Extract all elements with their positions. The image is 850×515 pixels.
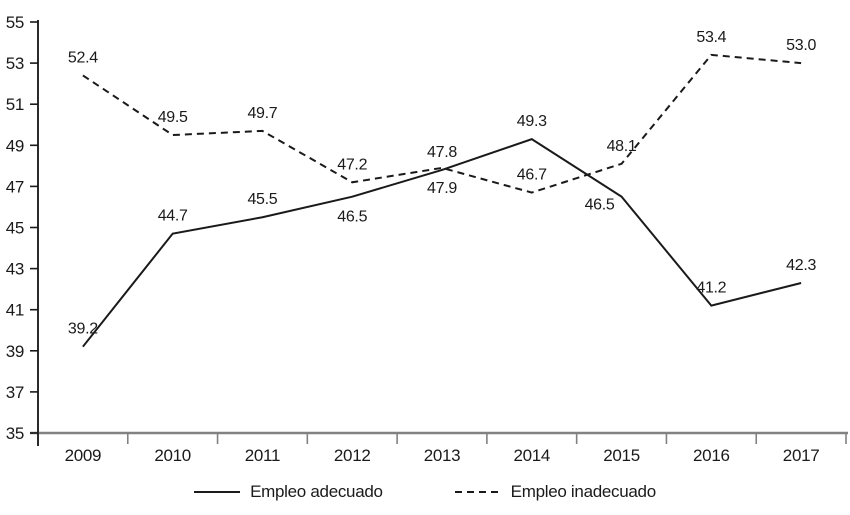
legend-item-empleo-adecuado: Empleo adecuado [194,482,383,502]
solid-line-sample-icon [194,490,241,493]
data-point-label: 46.7 [517,167,547,184]
chart-canvas: 55 53 51 49 47 45 43 41 39 37 35 2009 2010 2011 2012 20… [6,13,848,465]
dashed-line-sample-icon [454,490,501,493]
data-point-label: 53.0 [786,37,816,54]
x-tick-label: 2010 [154,446,191,465]
y-tick-label: 35 [6,424,24,443]
data-point-label: 46.5 [585,197,615,214]
y-tick-label: 51 [6,95,24,114]
y-tick-label: 53 [6,54,24,73]
x-tick-label: 2009 [65,446,102,465]
x-tick-label: 2017 [783,446,820,465]
x-tick-label: 2016 [693,446,730,465]
legend-label-empleo-inadecuado: Empleo inadecuado [510,481,656,501]
x-tick-label: 2014 [513,446,550,465]
data-point-label: 49.3 [517,113,547,130]
y-tick-label: 47 [6,177,24,196]
chart-legend: Empleo adecuado Empleo inadecuado [0,468,850,515]
data-point-label: 44.7 [158,208,188,225]
x-tick-label: 2012 [334,446,371,465]
y-tick-label: 45 [6,219,24,238]
y-tick-label: 55 [6,13,24,32]
series-line-dashed [82,53,802,194]
data-point-label: 53.4 [696,29,726,46]
data-point-label: 46.5 [337,209,367,226]
data-point-label: 48.1 [607,138,637,155]
data-point-label: 49.7 [247,105,277,122]
x-tick-label: 2015 [603,446,640,465]
y-tick-label: 41 [6,301,24,320]
data-point-label: 41.2 [696,280,726,297]
series-line-solid [82,138,802,348]
legend-item-empleo-inadecuado: Empleo inadecuado [454,481,656,502]
data-point-label: 47.8 [427,144,457,161]
data-point-label: 45.5 [247,191,277,208]
x-tick-label: 2013 [424,446,461,465]
data-point-label: 47.9 [427,180,457,197]
y-tick-label: 39 [6,342,24,361]
data-point-label: 47.2 [337,156,367,173]
y-tick-label: 49 [6,136,24,155]
data-point-label: 39.2 [68,321,98,338]
x-tick-label: 2011 [245,446,280,465]
legend-label-empleo-adecuado: Empleo adecuado [250,481,383,501]
y-tick-label: 43 [6,260,24,279]
data-point-label: 49.5 [158,109,188,126]
y-tick-label: 37 [6,383,24,402]
data-point-label: 42.3 [786,257,816,274]
data-point-label: 52.4 [68,49,98,66]
